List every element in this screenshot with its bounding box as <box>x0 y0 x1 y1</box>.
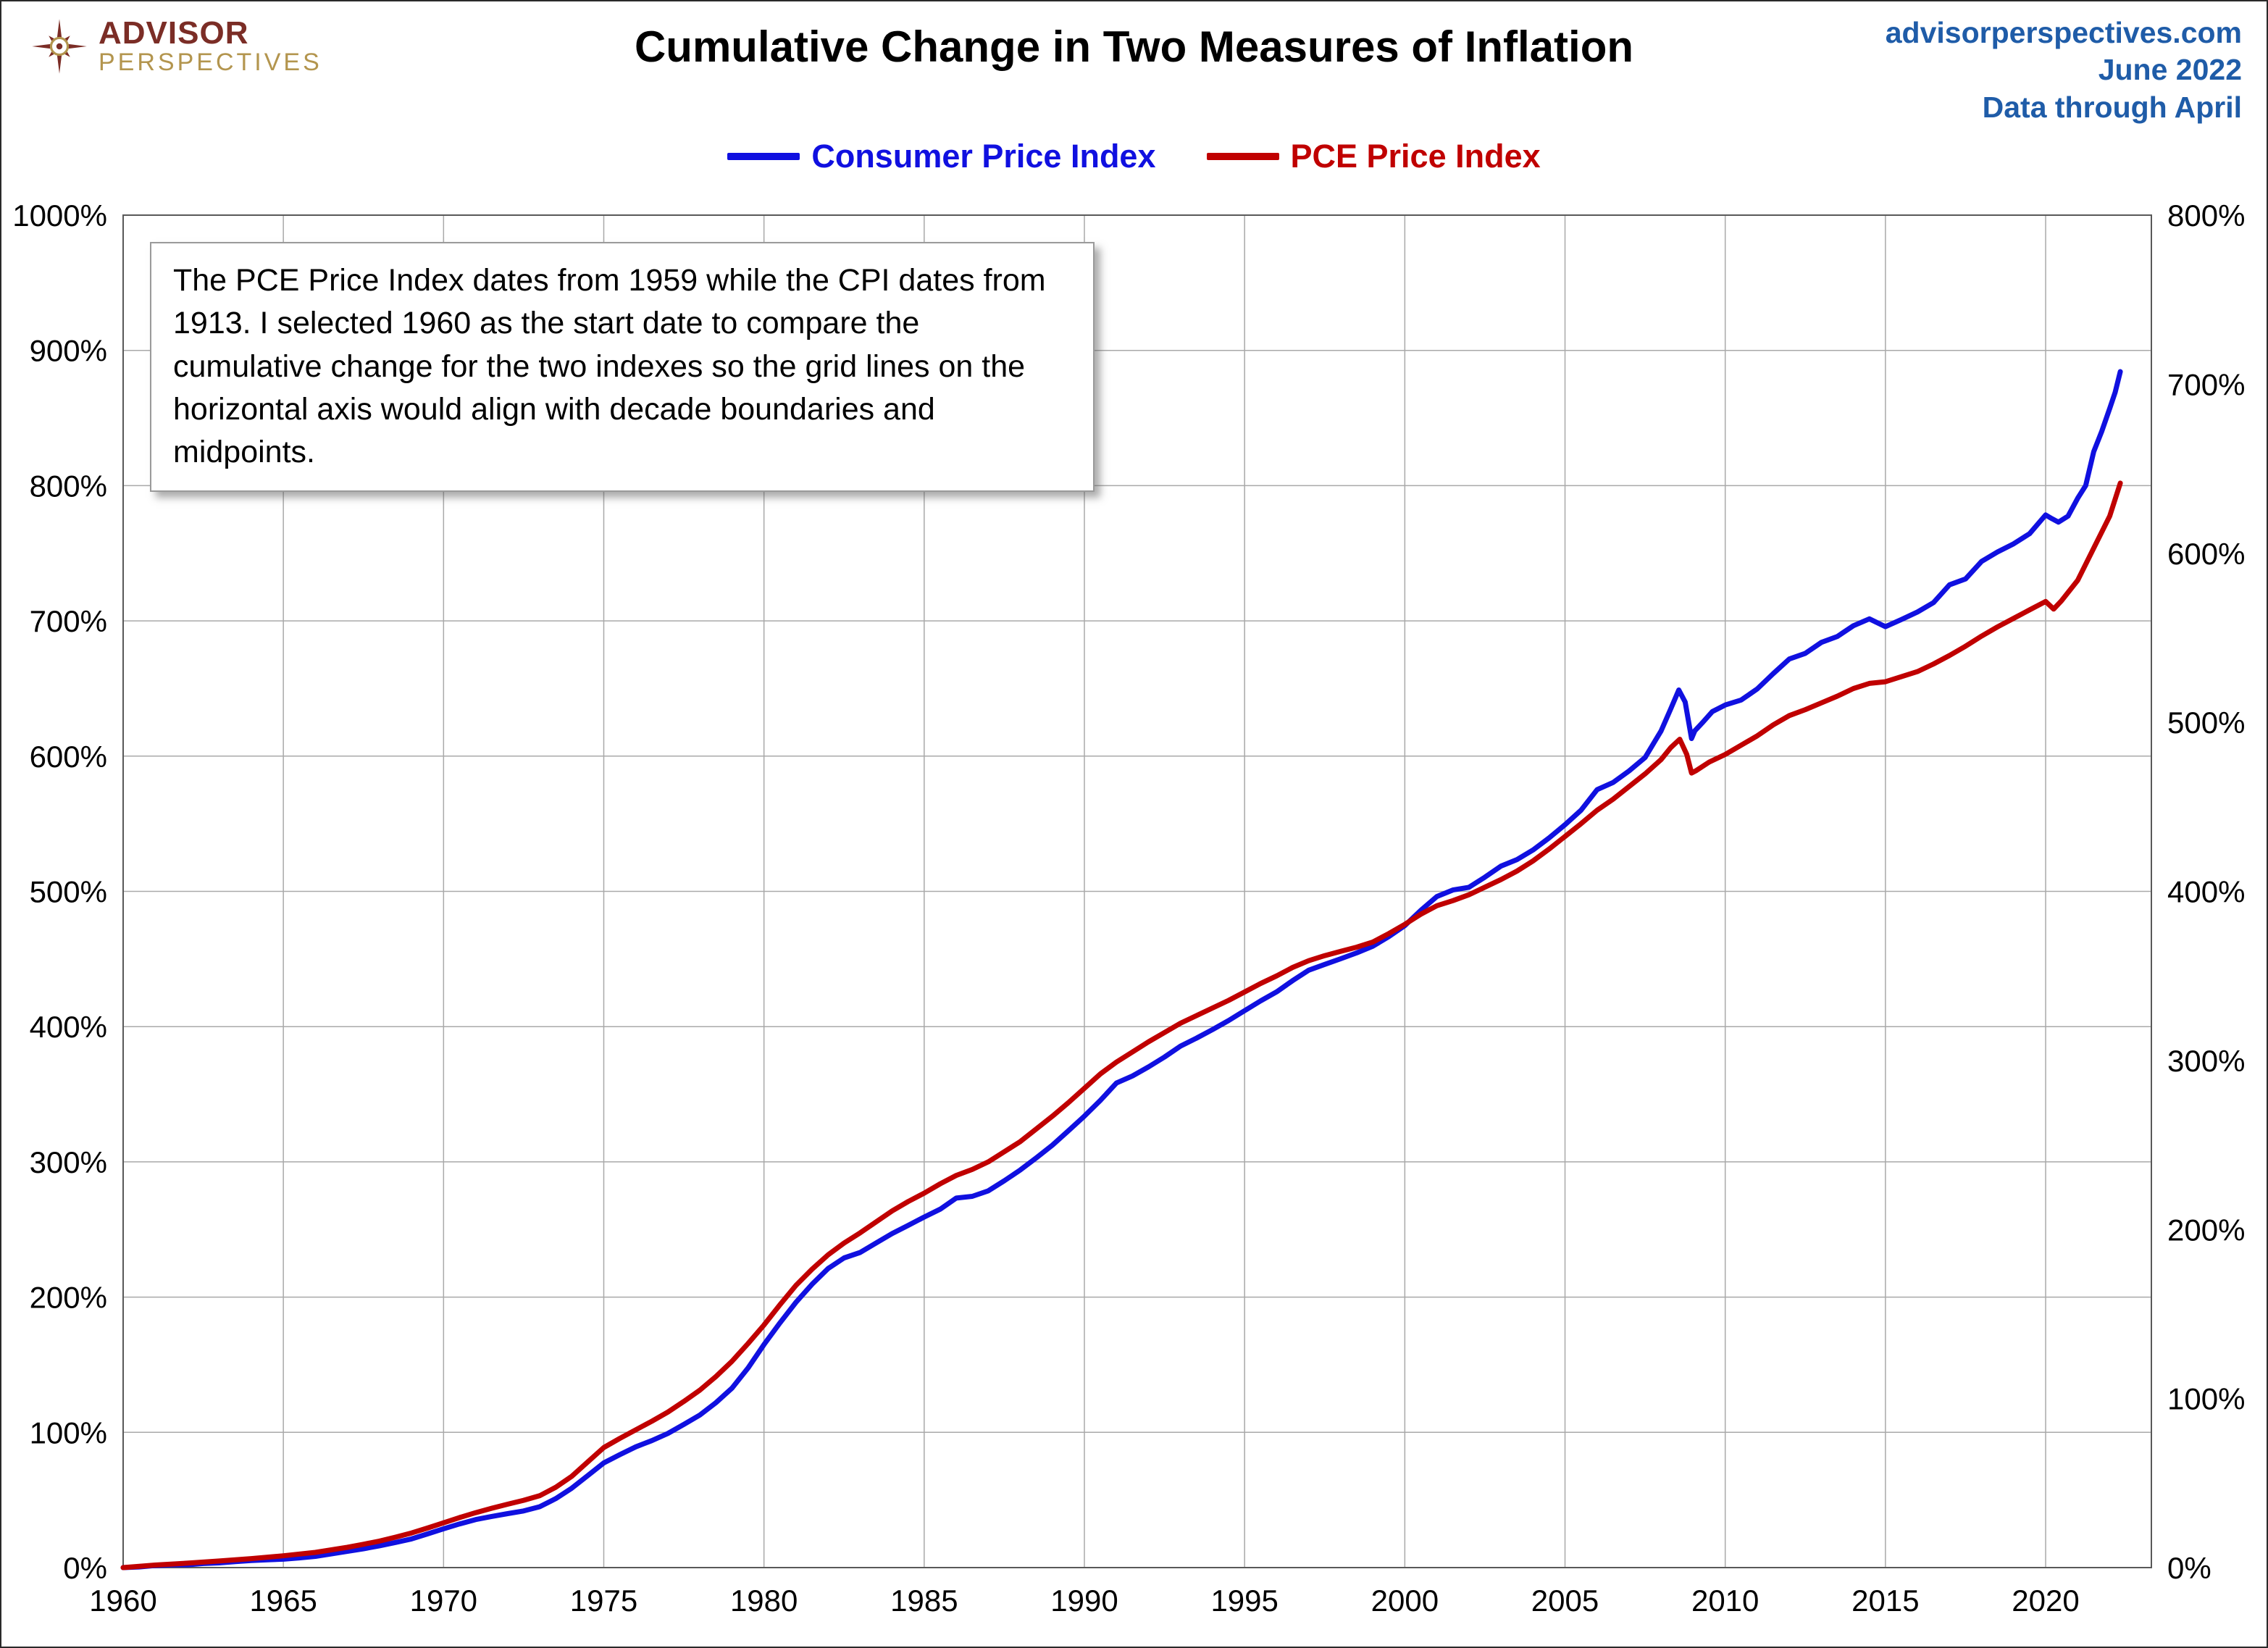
compass-rose-icon <box>32 19 87 74</box>
left-axis-tick-label: 500% <box>30 875 107 909</box>
logo-text-advisor: ADVISOR <box>99 15 249 51</box>
right-axis-tick-label: 600% <box>2167 537 2245 571</box>
x-axis-tick-label: 1965 <box>249 1584 317 1618</box>
x-axis-tick-label: 2005 <box>1531 1584 1599 1618</box>
left-axis-tick-label: 200% <box>30 1281 107 1315</box>
left-axis-tick-label: 600% <box>30 740 107 774</box>
cpi-line-swatch <box>727 153 800 160</box>
legend-label-pce: PCE Price Index <box>1290 138 1541 175</box>
x-axis-tick-label: 1980 <box>730 1584 798 1618</box>
legend-item-cpi: Consumer Price Index <box>727 138 1156 175</box>
left-axis-tick-label: 0% <box>63 1551 107 1585</box>
cpi-series-line <box>120 369 2123 1570</box>
x-axis-tick-label: 2015 <box>1851 1584 1919 1618</box>
x-axis-tick-label: 1960 <box>89 1584 156 1618</box>
x-axis-tick-label: 1975 <box>570 1584 637 1618</box>
x-axis-tick-label: 1970 <box>410 1584 477 1618</box>
data-through-text: Data through April <box>1982 90 2242 124</box>
publish-date-text: June 2022 <box>2098 53 2242 87</box>
legend-label-cpi: Consumer Price Index <box>811 138 1156 175</box>
header-right-block: advisorperspectives.com June 2022 Data t… <box>1886 14 2242 126</box>
right-axis-tick-label: 700% <box>2167 367 2245 401</box>
page-title: Cumulative Change in Two Measures of Inf… <box>634 22 1634 71</box>
annotation-box: The PCE Price Index dates from 1959 whil… <box>150 242 1095 492</box>
left-axis-tick-label: 300% <box>30 1145 107 1179</box>
x-axis-tick-label: 2000 <box>1371 1584 1439 1618</box>
site-url-text: advisorperspectives.com <box>1885 16 2242 49</box>
right-axis-tick-label: 500% <box>2167 706 2245 740</box>
legend-item-pce: PCE Price Index <box>1206 138 1541 175</box>
right-axis-tick-label: 400% <box>2167 875 2245 909</box>
pce-series-line <box>120 480 2123 1570</box>
x-axis-tick-label: 1990 <box>1050 1584 1118 1618</box>
left-axis-tick-label: 900% <box>30 334 107 368</box>
right-axis-tick-label: 800% <box>2167 198 2245 233</box>
right-axis-tick-label: 100% <box>2167 1382 2245 1416</box>
x-axis-tick-label: 2020 <box>2012 1584 2079 1618</box>
x-axis-tick-label: 1985 <box>890 1584 958 1618</box>
left-axis-tick-label: 800% <box>30 469 107 503</box>
x-axis-tick-label: 1995 <box>1210 1584 1278 1618</box>
advisor-perspectives-logo: ADVISOR PERSPECTIVES <box>29 16 322 77</box>
logo-text-perspectives: PERSPECTIVES <box>99 49 322 77</box>
pce-line-swatch <box>1206 153 1279 160</box>
chart-legend: Consumer Price Index PCE Price Index <box>1 138 2267 175</box>
plot-border <box>122 214 2152 1568</box>
left-axis-tick-label: 100% <box>30 1415 107 1450</box>
x-axis-tick-label: 2010 <box>1691 1584 1759 1618</box>
left-axis-tick-label: 700% <box>30 604 107 638</box>
right-axis-tick-label: 0% <box>2167 1551 2211 1585</box>
right-axis-tick-label: 300% <box>2167 1044 2245 1078</box>
left-axis-tick-label: 1000% <box>12 198 107 233</box>
right-axis-tick-label: 200% <box>2167 1213 2245 1247</box>
left-axis-tick-label: 400% <box>30 1010 107 1044</box>
